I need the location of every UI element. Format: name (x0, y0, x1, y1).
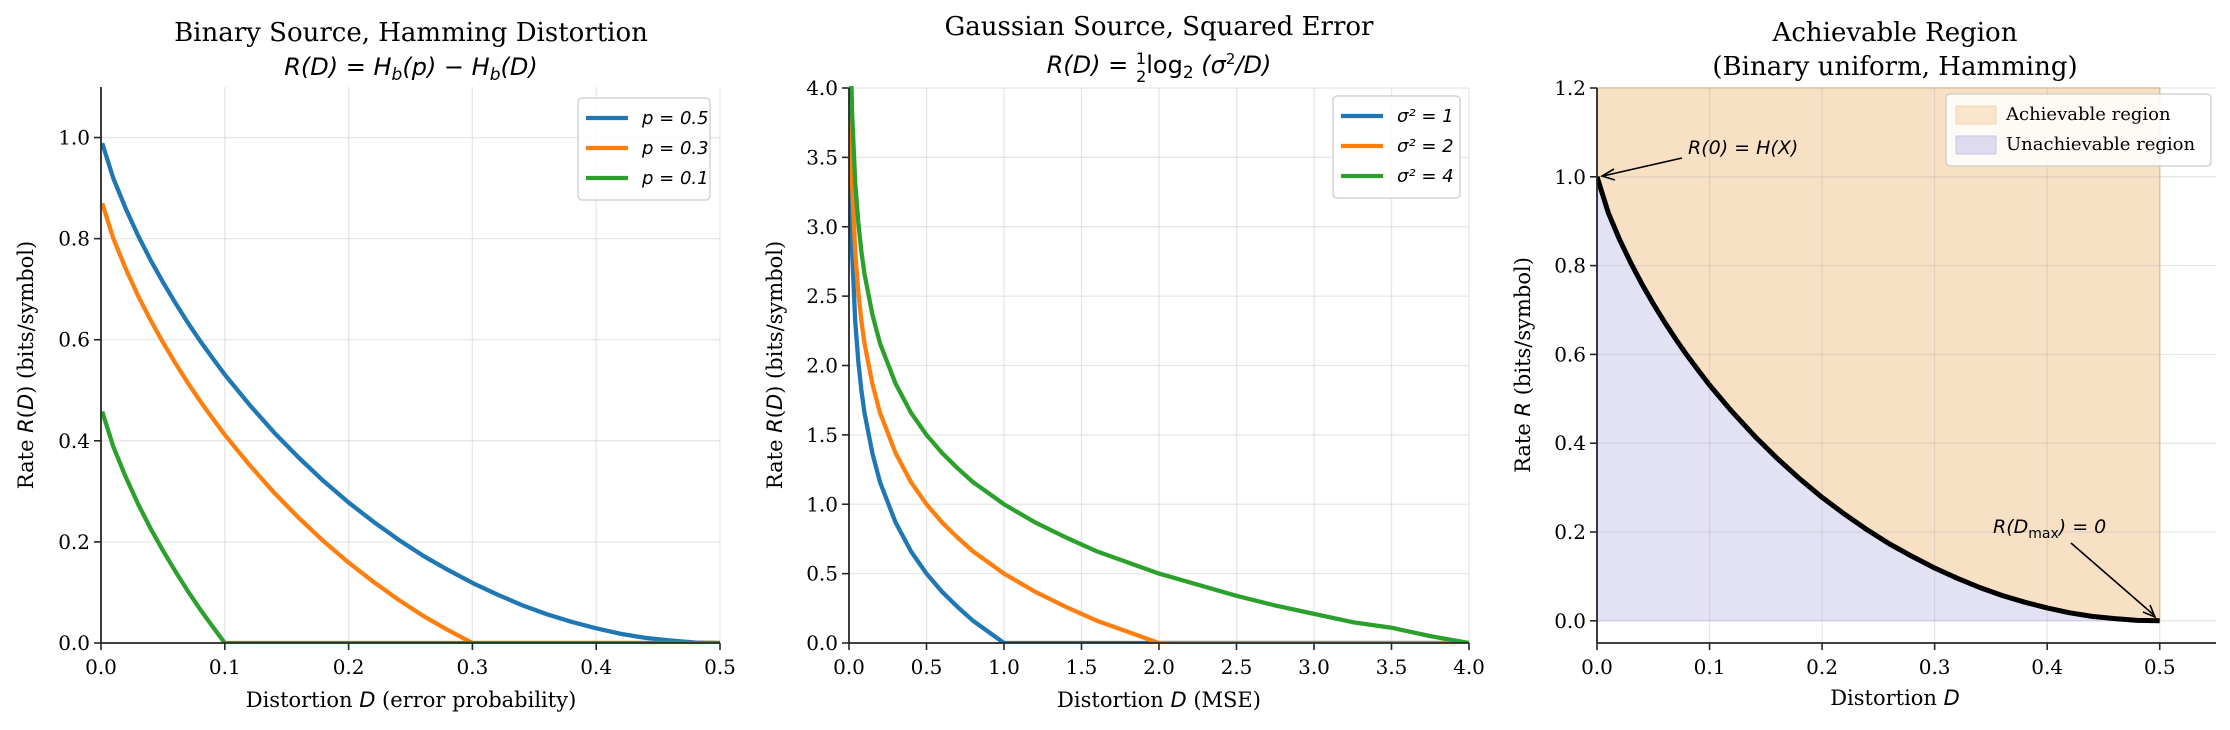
x-tick-label: 2.0 (1143, 655, 1175, 679)
x-tick-label: 0.5 (911, 655, 943, 679)
x-tick-label: 1.0 (988, 655, 1020, 679)
y-tick-label: 3.0 (806, 215, 838, 239)
legend-label: p = 0.5 (641, 108, 709, 129)
y-tick-label: 0.0 (1554, 609, 1586, 633)
legend: p = 0.5 p = 0.3 p = 0.1 (577, 97, 711, 201)
y-axis-label: Rate R(D) (bits/symbol) (14, 241, 38, 489)
y-axis-label: Rate R (bits/symbol) (1511, 257, 1535, 473)
series-line (1597, 176, 2160, 624)
series-line (849, 86, 1469, 643)
x-tick-label: 0.0 (1581, 655, 1613, 679)
y-tick-label: 0.6 (1554, 342, 1586, 366)
plot-lines (849, 86, 1470, 643)
x-tick-label: 0.0 (833, 655, 865, 679)
x-tick-label: 0.3 (456, 655, 488, 679)
panel-formula: R(D) = 1 2log2 (σ2/D) (1047, 49, 1272, 86)
legend-label: Achievable region (2005, 104, 2171, 125)
legend-box (577, 97, 711, 201)
y-tick-label: 1.0 (58, 126, 90, 150)
x-tick-label: 0.1 (209, 655, 241, 679)
y-tick-label: 0.0 (806, 631, 838, 655)
arrow-head-icon (2142, 604, 2157, 619)
plot-lines (101, 142, 721, 643)
legend-label: σ² = 4 (1397, 166, 1454, 187)
legend-swatch (1955, 105, 1997, 125)
series-line (849, 90, 1469, 643)
panel-subtitle: (Binary uniform, Hamming) (1712, 52, 2077, 82)
x-tick-label: 0.5 (704, 655, 736, 679)
y-tick-label: 2.0 (806, 354, 838, 378)
y-tick-label: 1.5 (806, 423, 838, 447)
y-tick-label: 0.6 (58, 328, 90, 352)
legend-box (1945, 93, 2212, 167)
panel-binary-source: Binary Source, Hamming Distortion R(D) =… (14, 18, 736, 712)
x-tick-label: 0.2 (333, 655, 365, 679)
series-line (101, 410, 720, 643)
annotation-arrow (1602, 157, 1683, 177)
y-tick-label: 1.0 (806, 492, 838, 516)
y-tick-label: 3.5 (806, 145, 838, 169)
x-tick-label: 4.0 (1453, 655, 1485, 679)
x-tick-label: 0.0 (85, 655, 117, 679)
legend-box (1332, 95, 1461, 199)
legend-label: σ² = 2 (1397, 136, 1454, 157)
axes: 0.0 0.1 0.2 0.3 0.4 0.5 0.0 0.2 0.4 0.6 0.8 1.0 (58, 87, 736, 679)
annotation-arrow (2070, 542, 2156, 617)
y-tick-label: 1.0 (1554, 165, 1586, 189)
legend: Achievable region Unachievable region (1945, 93, 2212, 167)
legend-label: p = 0.1 (641, 168, 709, 189)
x-tick-label: 3.5 (1376, 655, 1408, 679)
legend: σ² = 1 σ² = 2 σ² = 4 (1332, 95, 1461, 199)
panel-title: Binary Source, Hamming Distortion (174, 18, 648, 48)
x-tick-label: 1.5 (1066, 655, 1098, 679)
y-tick-label: 0.4 (58, 429, 90, 453)
panel-title: Achievable Region (1772, 18, 2018, 48)
legend-label: σ² = 1 (1397, 106, 1454, 127)
x-tick-label: 0.4 (580, 655, 612, 679)
y-tick-label: 0.4 (1554, 431, 1586, 455)
x-axis-label: Distortion D (MSE) (1057, 688, 1261, 712)
y-tick-label: 0.8 (58, 227, 90, 251)
x-axis-label: Distortion D (1830, 686, 1960, 710)
y-tick-label: 4.0 (806, 76, 838, 100)
panel-achievable-region: Achievable Region (Binary uniform, Hammi… (1511, 18, 2216, 710)
y-tick-label: 0.0 (58, 631, 90, 655)
series-line (101, 142, 721, 643)
annotation-r0: R(0) = H(X) (1688, 137, 1798, 159)
x-axis-label: Distortion D (error probability) (246, 688, 577, 712)
x-tick-label: 0.5 (2144, 655, 2176, 679)
x-tick-label: 0.4 (2031, 655, 2063, 679)
y-tick-label: 0.5 (806, 562, 838, 586)
y-tick-label: 0.8 (1554, 254, 1586, 278)
x-tick-label: 3.0 (1298, 655, 1330, 679)
legend-label: Unachievable region (2006, 134, 2196, 155)
y-axis-label: Rate R(D) (bits/symbol) (763, 241, 787, 489)
legend-label: p = 0.3 (641, 138, 709, 159)
legend-swatch (1955, 135, 1997, 155)
panel-formula: R(D) = Hb(p) − Hb(D) (284, 53, 537, 85)
series-line (849, 86, 1470, 643)
y-tick-label: 1.2 (1554, 76, 1586, 100)
y-tick-label: 0.2 (1554, 520, 1586, 544)
x-tick-label: 0.3 (1919, 655, 1951, 679)
y-tick-label: 2.5 (806, 284, 838, 308)
boundary-curve (1597, 176, 2160, 624)
x-tick-label: 2.5 (1221, 655, 1253, 679)
y-tick-label: 0.2 (58, 530, 90, 554)
x-tick-label: 0.1 (1694, 655, 1726, 679)
series-line (101, 202, 720, 643)
arrow-head-icon (1600, 168, 1616, 181)
panel-title: Gaussian Source, Squared Error (945, 12, 1375, 42)
x-tick-label: 0.2 (1806, 655, 1838, 679)
